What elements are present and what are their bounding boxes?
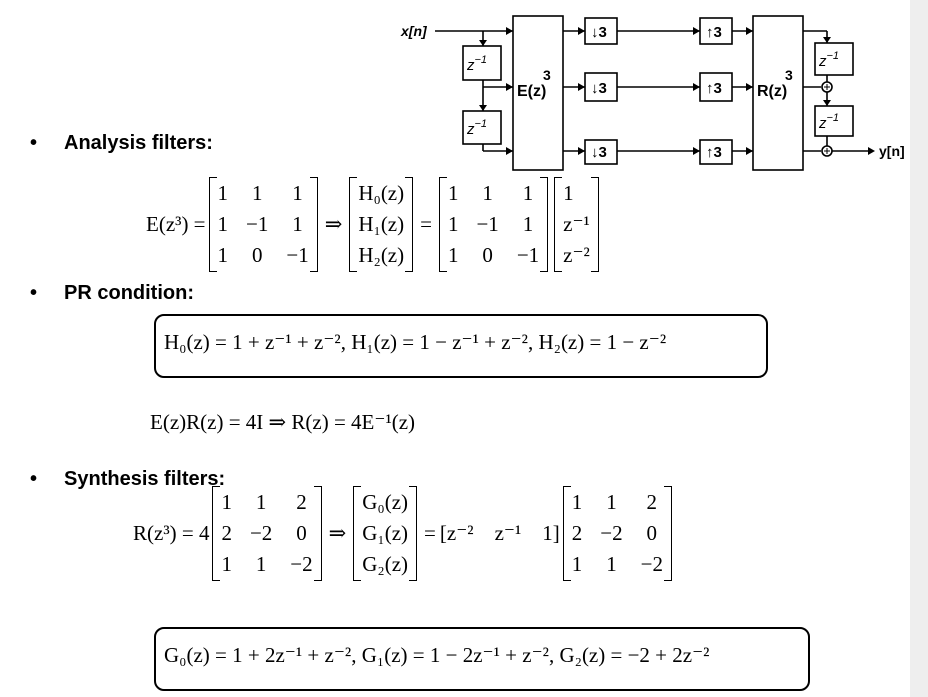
- er-equation: E(z)R(z) = 4I ⇒ R(z) = 4E⁻¹(z): [150, 410, 416, 434]
- pr-heading-text: PR condition:: [64, 282, 194, 304]
- h-vector: H₀(z) H₁(z) H₂(z): [349, 177, 413, 272]
- pr-heading: • PR condition:: [30, 282, 194, 305]
- downsampler-label: ↓3: [591, 144, 607, 161]
- bullet-dot: •: [30, 132, 38, 154]
- equals-sign: =: [424, 521, 436, 545]
- delay-label: z−1: [818, 50, 839, 70]
- right-edge-strip: [910, 0, 928, 697]
- upsampler-label: ↑3: [706, 144, 722, 161]
- downsampler-label: ↓3: [591, 24, 607, 41]
- filter-bank-diagram: x[n] y[n] z−1 z−1 z−1 z−1 3 E(z) 3 R(z) …: [400, 15, 905, 171]
- equals-sign: =: [420, 212, 432, 236]
- block-exponent: 3: [785, 67, 793, 83]
- delay-label: z−1: [466, 118, 487, 138]
- synthesis-lhs: R(z³) = 4: [133, 521, 210, 545]
- downsampler-label: ↓3: [591, 80, 607, 97]
- input-label: x[n]: [400, 23, 428, 39]
- g-filters-text: G₀(z) = 1 + 2z⁻¹ + z⁻², G₁(z) = 1 − 2z⁻¹…: [164, 643, 710, 667]
- r-block-label: R(z): [757, 83, 787, 100]
- analysis-heading-text: Analysis filters:: [64, 132, 213, 154]
- z-vector: 1 z⁻¹ z⁻²: [554, 177, 599, 272]
- block-exponent: 3: [543, 67, 551, 83]
- implies-arrow: ⇒: [328, 521, 347, 545]
- analysis-heading: • Analysis filters:: [30, 132, 213, 155]
- g-vector: G₀(z) G₁(z) G₂(z): [353, 486, 417, 581]
- g-filters-box: [154, 627, 810, 691]
- output-label: y[n]: [879, 143, 905, 159]
- upsampler-label: ↑3: [706, 24, 722, 41]
- analysis-lhs: E(z³) =: [146, 212, 206, 236]
- e-block-label: E(z): [517, 83, 546, 100]
- delay-label: z−1: [818, 112, 839, 132]
- implies-arrow: ⇒: [324, 212, 343, 236]
- delay-label: z−1: [466, 54, 487, 74]
- h-filters-text: H₀(z) = 1 + z⁻¹ + z⁻², H₁(z) = 1 − z⁻¹ +…: [164, 330, 667, 354]
- row-vector: [z⁻² z⁻¹ 1]: [439, 521, 560, 545]
- bullet-dot: •: [30, 282, 38, 304]
- bullet-dot: •: [30, 468, 38, 490]
- h-filters-box: [154, 314, 768, 378]
- synthesis-heading: • Synthesis filters:: [30, 468, 225, 491]
- synthesis-heading-text: Synthesis filters:: [64, 468, 226, 490]
- upsampler-label: ↑3: [706, 80, 722, 97]
